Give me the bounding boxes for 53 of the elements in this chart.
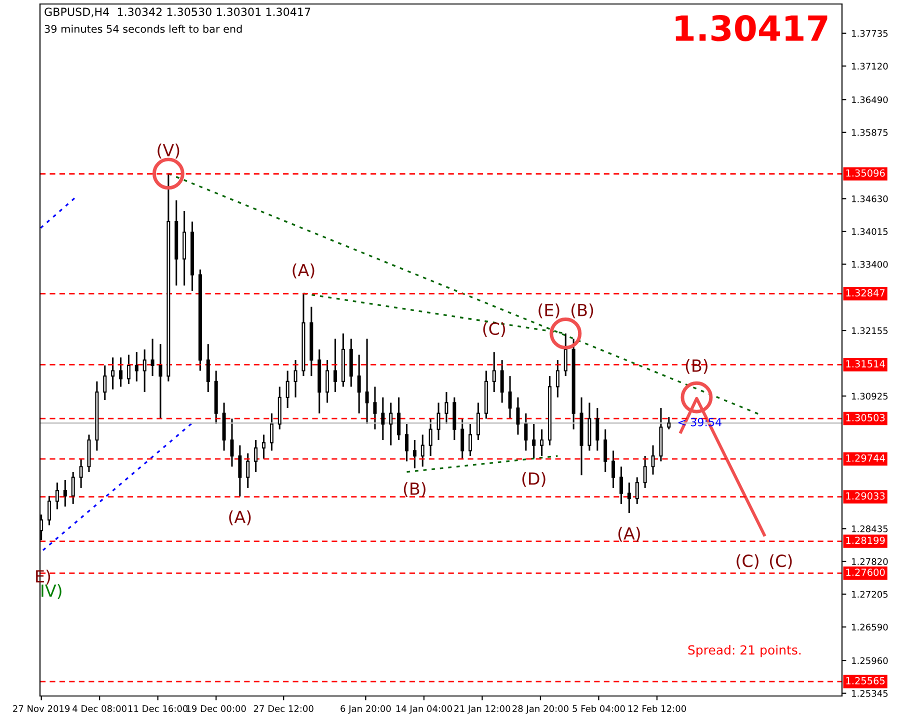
- x-tick-label: 14 Jan 04:00: [396, 705, 452, 714]
- x-tick-label: 19 Dec 00:00: [186, 705, 246, 712]
- annotation: 1.30417: [676, 14, 828, 42]
- annotation: (V): [158, 144, 180, 158]
- annotation: (B): [404, 482, 426, 497]
- annotation: (A): [618, 526, 640, 542]
- x-tick-label: 5 Feb 04:00: [572, 705, 625, 712]
- annotation: (A): [229, 510, 251, 526]
- ref-line-label: 1.27600: [846, 568, 885, 576]
- y-tick-label: 1.37120: [852, 62, 888, 70]
- ref-line-label: 1.25565: [846, 677, 885, 684]
- y-tick-label: 1.34015: [852, 228, 888, 236]
- annotation: Spread: 21 points.: [688, 644, 801, 658]
- y-tick-label: 1.33400: [852, 260, 888, 268]
- annotation: (C): [736, 554, 758, 570]
- x-tick-label: 12 Feb 12:00: [628, 705, 686, 712]
- y-tick-label: 1.25960: [852, 657, 888, 664]
- x-tick-label: 21 Jan 12:00: [454, 705, 510, 714]
- ref-line-label: 1.29033: [846, 492, 885, 500]
- annotation: IV): [42, 584, 62, 599]
- y-tick-label: 1.37735: [852, 30, 888, 37]
- annotation: (B): [686, 359, 708, 374]
- x-tick-label: 28 Jan 20:00: [512, 705, 568, 714]
- y-tick-label: 1.30925: [852, 392, 888, 400]
- chart-title: GBPUSD,H4 1.30342 1.30530 1.30301 1.30417: [44, 8, 310, 18]
- y-tick-label: 1.27205: [852, 590, 888, 598]
- ref-line-label: 1.32847: [846, 289, 885, 296]
- x-tick-label: 6 Jan 20:00: [340, 705, 391, 714]
- annotation: (A): [292, 264, 314, 278]
- annotation: (C): [770, 554, 792, 570]
- annotation: (C): [483, 322, 506, 337]
- y-tick-label: 1.34630: [852, 195, 888, 202]
- y-tick-label: 1.28435: [852, 525, 888, 532]
- y-tick-label: 1.32155: [852, 327, 888, 334]
- x-tick-label: 27 Nov 2019: [13, 705, 70, 712]
- x-tick-label: 27 Dec 12:00: [254, 705, 314, 712]
- ref-line-label: 1.35096: [846, 169, 885, 177]
- ref-line-label: 1.29744: [846, 454, 885, 462]
- y-tick-label: 1.36490: [852, 96, 888, 104]
- y-tick-label: 1.25345: [852, 690, 888, 697]
- annotation: (E): [538, 303, 560, 318]
- x-tick-label: 11 Dec 16:00: [128, 705, 188, 712]
- x-tick-label: 4 Dec 08:00: [72, 705, 126, 712]
- y-tick-label: 1.27820: [852, 558, 888, 566]
- y-tick-label: 1.35875: [852, 129, 888, 136]
- ref-line-label: 1.30503: [846, 414, 885, 422]
- annotation: (B): [572, 303, 594, 318]
- ref-line-label: 1.31514: [846, 360, 885, 368]
- ref-line-label: 1.28199: [846, 536, 885, 544]
- text: 39 minutes 54 seconds left to bar end: [44, 24, 242, 33]
- annotation: (D): [522, 472, 546, 487]
- annotation: < 39:54: [678, 418, 722, 426]
- y-tick-label: 1.26590: [852, 624, 888, 631]
